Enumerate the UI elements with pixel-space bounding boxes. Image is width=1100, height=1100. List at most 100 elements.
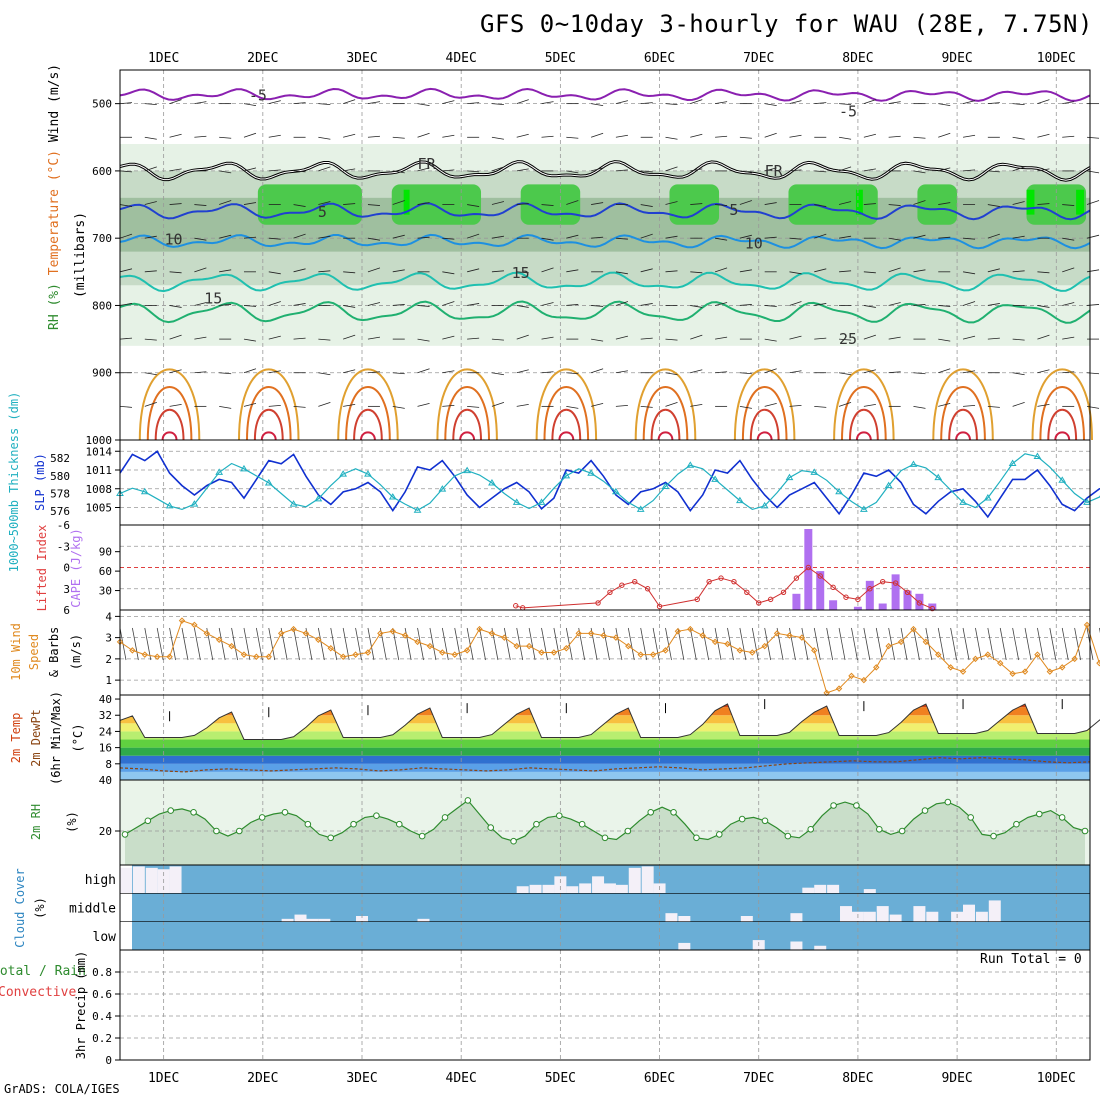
- cloud-cell: [542, 884, 555, 894]
- wind-barb: [119, 337, 133, 340]
- wind-barb: [665, 270, 678, 273]
- rh-marker: [555, 812, 563, 820]
- cloud-background: [132, 865, 1090, 950]
- wind-barb: [1037, 271, 1050, 274]
- wind-barb: [764, 132, 777, 138]
- wind-speed-marker: [711, 638, 719, 646]
- wind-barb-10m: [875, 627, 883, 661]
- precip-ylabel-2: Convective: [0, 985, 76, 1000]
- wind-barb: [913, 170, 926, 174]
- temp-fill-group: [120, 704, 1090, 780]
- wind-barb: [789, 169, 802, 172]
- wind-barb: [665, 372, 678, 376]
- wind-barb: [1037, 168, 1050, 172]
- wind-barb: [442, 370, 455, 374]
- wind-speed-marker: [687, 625, 694, 633]
- wind-barb-10m: [751, 627, 759, 661]
- contour-label: 25: [839, 330, 857, 348]
- wind-barb: [615, 301, 629, 306]
- wind-barb: [888, 204, 901, 206]
- wind-barb: [1012, 166, 1025, 172]
- wind-barb: [491, 166, 505, 172]
- boundary-layer-contour: [756, 431, 773, 441]
- wind-barb: [144, 235, 157, 239]
- boundary-layer-contour: [337, 368, 399, 441]
- wind-barb: [144, 401, 157, 407]
- wind-speed-marker: [997, 659, 1004, 667]
- cloud-cell: [132, 866, 145, 894]
- contour-label: 10: [165, 231, 183, 249]
- thickness-marker: [1033, 452, 1042, 459]
- wind-barb-10m: [689, 627, 697, 661]
- wind-speed-marker: [873, 664, 880, 671]
- wind-barb: [1037, 99, 1050, 105]
- wind-barb: [442, 237, 455, 240]
- wind-barb: [516, 168, 529, 172]
- wind-barb: [863, 271, 876, 274]
- wind-barb: [119, 233, 133, 239]
- wind-barb: [442, 169, 455, 172]
- cloud-cell: [740, 916, 753, 922]
- wind-barb: [119, 303, 133, 306]
- wind-barb: [417, 132, 430, 138]
- wind-tick-label: 4: [105, 610, 112, 623]
- top-date-label: 9DEC: [941, 51, 972, 66]
- wind-barb: [913, 136, 926, 139]
- wind-barb: [442, 404, 455, 407]
- cape-ylabel: CAPE (J/kg): [69, 528, 83, 607]
- wind-barb-10m: [913, 627, 920, 661]
- wind-barb: [516, 305, 529, 308]
- wind-barb: [714, 302, 728, 306]
- wind-barb: [491, 235, 504, 239]
- wind-barb: [367, 135, 380, 138]
- wind-barb: [913, 269, 926, 273]
- wind-barb: [343, 168, 356, 172]
- lifted-index-marker: [843, 594, 849, 600]
- wind-barb: [467, 337, 480, 340]
- cloud-cell: [975, 911, 988, 922]
- wind-barb: [268, 335, 281, 340]
- wind-barb: [715, 204, 728, 206]
- wind-barb: [1062, 267, 1075, 273]
- pressure-tick-label: 900: [92, 367, 112, 380]
- wind-barb: [764, 167, 777, 172]
- wind-barb: [318, 338, 331, 341]
- wind-barb: [963, 237, 976, 240]
- thickness-marker: [1008, 459, 1017, 467]
- wind-barb: [541, 101, 554, 105]
- thickness-marker: [859, 505, 868, 512]
- wind-speed-marker: [798, 634, 806, 641]
- bottom-date-label: 9DEC: [941, 1071, 972, 1086]
- ylabel-part: Temperature (°C): [47, 142, 62, 275]
- wind-barb: [516, 369, 529, 374]
- temp-color-band: [120, 723, 1090, 732]
- wind-speed-marker: [835, 685, 843, 692]
- wind-barb: [640, 233, 653, 239]
- wind-barb-10m: [454, 627, 462, 661]
- lifted-index-marker: [731, 578, 737, 585]
- wind-barb: [293, 405, 306, 408]
- wind-barb: [640, 102, 653, 105]
- temp-color-band: [120, 715, 1090, 724]
- wind-ylabel-3: & Barbs: [47, 627, 61, 678]
- wind-barb: [417, 305, 430, 307]
- cape-bar: [865, 580, 874, 610]
- wind-barb: [392, 269, 405, 273]
- wind-barb: [194, 267, 207, 273]
- thickness-marker: [463, 466, 472, 474]
- rh-marker: [235, 827, 243, 835]
- wind-speed-marker: [935, 651, 942, 658]
- wind-barb: [491, 372, 504, 376]
- slp-tick-label: 1011: [86, 464, 113, 477]
- cloud-cell: [926, 911, 939, 922]
- cloud-cell: [119, 867, 132, 894]
- wind-speed-marker: [1009, 670, 1016, 677]
- wind-barb: [467, 102, 480, 105]
- boundary-layer-contour: [955, 431, 971, 441]
- wind-barb: [516, 203, 529, 205]
- wind-barb: [938, 167, 951, 172]
- wind-barb-10m: [714, 627, 722, 661]
- wind-barb: [962, 301, 976, 306]
- rh-area: [125, 800, 1085, 865]
- wind-ylabel-4: (m/s): [69, 634, 83, 670]
